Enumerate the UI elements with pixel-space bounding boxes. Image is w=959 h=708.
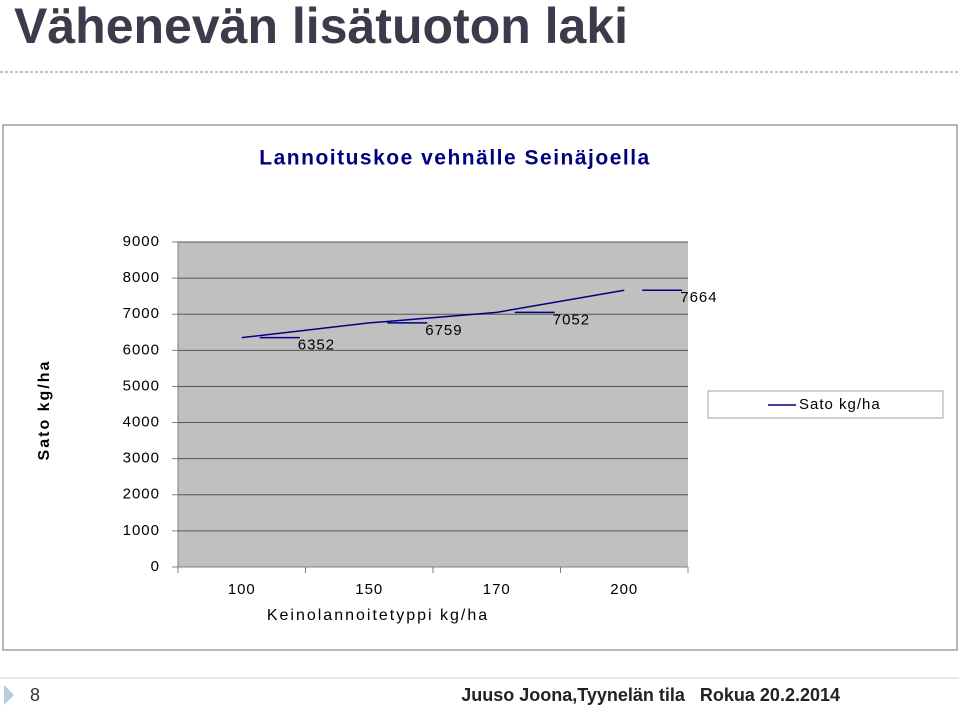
data-label: 6759 <box>425 322 462 339</box>
x-tick-label: 170 <box>483 581 511 598</box>
footer-text: Juuso Joona,Tyynelän tila Rokua 20.2.201… <box>461 685 840 705</box>
y-tick-label: 5000 <box>123 377 160 394</box>
legend-label: Sato kg/ha <box>799 396 881 413</box>
x-tick-label: 200 <box>610 581 638 598</box>
page-number: 8 <box>30 685 40 705</box>
y-tick-label: 7000 <box>123 305 160 322</box>
y-tick-label: 8000 <box>123 269 160 286</box>
data-line <box>241 289 625 339</box>
x-tick-label: 150 <box>355 581 383 598</box>
x-tick-label: 100 <box>228 581 256 598</box>
y-tick-label: 2000 <box>123 486 160 503</box>
legend-box <box>707 390 944 419</box>
y-tick-label: 9000 <box>123 233 160 250</box>
y-tick-label: 1000 <box>123 522 160 539</box>
y-tick-label: 3000 <box>123 450 160 467</box>
data-label: 7052 <box>553 311 590 328</box>
y-tick-label: 0 <box>151 558 160 575</box>
data-label: 7664 <box>680 289 717 306</box>
y-axis-label: Sato kg/ha <box>36 360 53 461</box>
slide-title: Vähenevän lisätuoton laki <box>14 0 628 54</box>
y-tick-label: 4000 <box>123 414 160 431</box>
footer-icon <box>4 685 14 705</box>
data-label: 6352 <box>298 337 335 354</box>
x-axis-label: Keinolannoitetyppi kg/ha <box>267 607 489 624</box>
y-tick-label: 6000 <box>123 341 160 358</box>
plot-area <box>178 242 688 567</box>
chart-title: Lannoituskoe vehnälle Seinäjoella <box>259 147 650 170</box>
